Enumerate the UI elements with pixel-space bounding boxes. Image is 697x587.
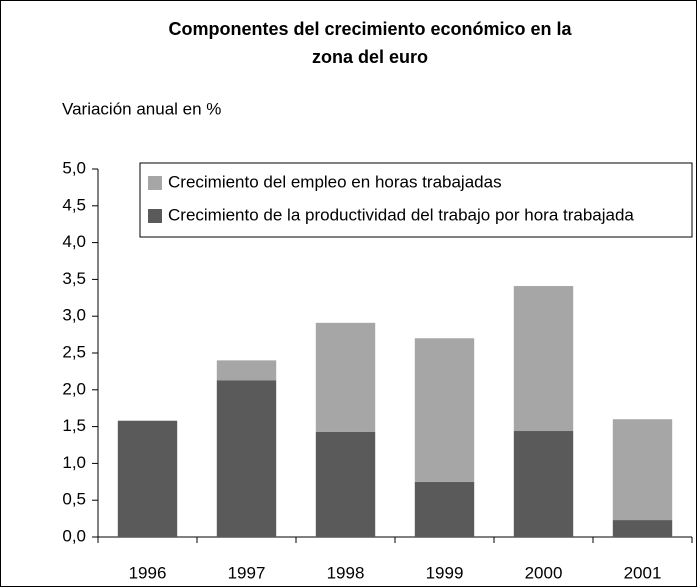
chart-title: Componentes del crecimiento económico en…: [168, 19, 572, 39]
bar-segment: [216, 380, 277, 537]
y-tick-label: 2,5: [62, 342, 86, 361]
bar-segment: [513, 431, 574, 537]
y-tick-label: 1,5: [62, 416, 86, 435]
x-tick-label: 2000: [525, 563, 563, 582]
y-tick-label: 4,5: [62, 195, 86, 214]
y-tick-label: 0,5: [62, 490, 86, 509]
y-tick-label: 2,0: [62, 379, 86, 398]
bar-segment: [612, 419, 673, 521]
legend-swatch: [148, 209, 162, 223]
bar-segment: [117, 420, 178, 537]
bar-segment: [216, 360, 277, 381]
x-tick-label: 1997: [228, 563, 266, 582]
y-tick-label: 3,5: [62, 269, 86, 288]
bar-segment: [414, 338, 475, 482]
x-tick-label: 2001: [624, 563, 662, 582]
legend-label: Crecimiento del empleo en horas trabajad…: [168, 172, 502, 191]
legend-box: [139, 162, 693, 238]
bar-segment: [315, 322, 376, 432]
x-tick-label: 1999: [426, 563, 464, 582]
legend-label: Crecimiento de la productividad del trab…: [168, 205, 634, 224]
bar-segment: [414, 481, 475, 537]
bar-segment: [315, 431, 376, 537]
bar-segment: [612, 520, 673, 537]
x-tick-label: 1998: [327, 563, 365, 582]
chart-title: zona del euro: [312, 47, 428, 67]
y-tick-label: 4,0: [62, 232, 86, 251]
legend-swatch: [148, 176, 162, 190]
y-tick-label: 5,0: [62, 158, 86, 177]
y-tick-label: 0,0: [62, 526, 86, 545]
bar-segment: [513, 286, 574, 432]
y-tick-label: 1,0: [62, 453, 86, 472]
y-tick-label: 3,0: [62, 306, 86, 325]
subtitle: Variación anual en %: [62, 99, 221, 118]
x-tick-label: 1996: [129, 563, 167, 582]
